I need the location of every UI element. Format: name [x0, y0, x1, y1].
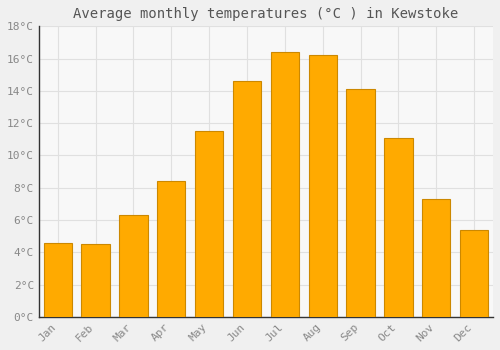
Bar [82, 244, 110, 317]
Bar [233, 81, 261, 317]
Bar [308, 55, 337, 317]
Bar [346, 89, 375, 317]
Bar [422, 199, 450, 317]
Title: Average monthly temperatures (°C ) in Kewstoke: Average monthly temperatures (°C ) in Ke… [74, 7, 458, 21]
Bar [384, 138, 412, 317]
Bar [119, 215, 148, 317]
Bar [460, 230, 488, 317]
Bar [195, 131, 224, 317]
Bar [157, 181, 186, 317]
Bar [270, 52, 299, 317]
Bar [44, 243, 72, 317]
